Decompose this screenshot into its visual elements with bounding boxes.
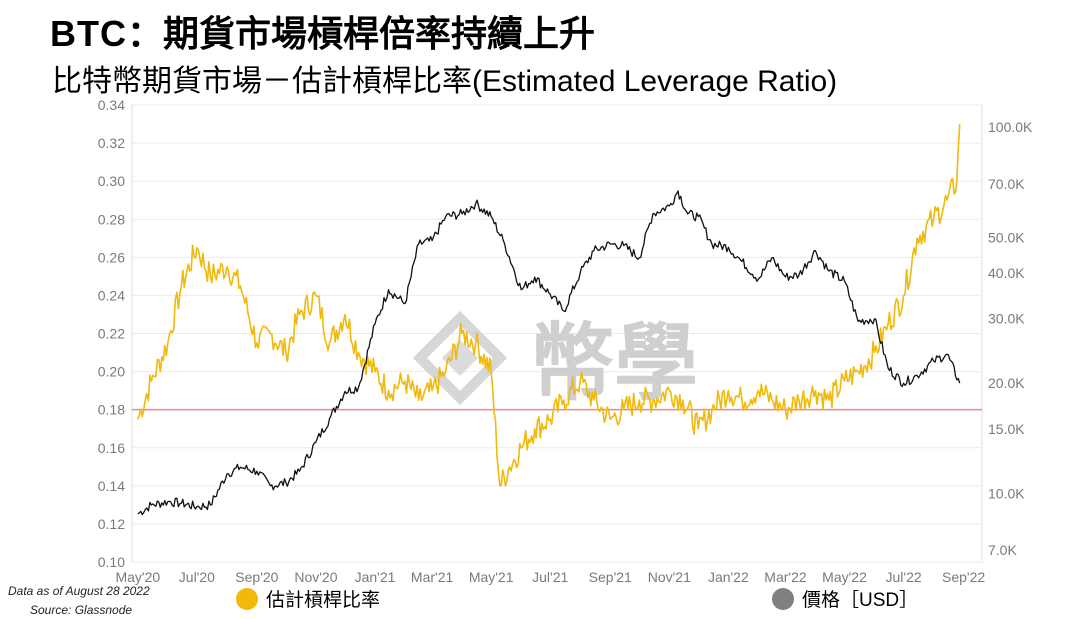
watermark-logo (412, 310, 508, 406)
x-tick-label: Jul'20 (179, 569, 215, 585)
price-series-line (137, 190, 961, 516)
y-right-tick-label: 10.0K (988, 485, 1025, 501)
x-tick-label: Sep'21 (589, 569, 632, 585)
watermark: 幣學 (412, 310, 698, 412)
legend-price-marker (772, 587, 794, 610)
y-right-tick-label: 15.0K (988, 421, 1025, 437)
y-right-tick-label: 70.0K (988, 176, 1025, 192)
y-left-tick-label: 0.32 (98, 135, 125, 151)
x-tick-label: Nov'21 (648, 569, 691, 585)
x-tick-label: Jan'22 (708, 569, 749, 585)
x-tick-label: May'22 (822, 569, 867, 585)
x-tick-label: Mar'21 (411, 569, 454, 585)
chart-subtitle: 比特幣期貨市場－估計槓桿比率(Estimated Leverage Ratio) (52, 65, 838, 98)
y-right-tick-label: 7.0K (988, 542, 1017, 558)
legend-price: 價格［USD］ (772, 585, 918, 612)
chart-title: BTC：期貨市場槓桿倍率持續上升 (50, 12, 595, 56)
y-left-tick-label: 0.24 (98, 287, 125, 303)
x-tick-label: Jan'21 (355, 569, 396, 585)
y-right-tick-label: 30.0K (988, 311, 1025, 327)
title-text: ：期貨市場槓桿倍率持續上升 (127, 13, 596, 54)
y-left-tick-label: 0.10 (98, 554, 125, 570)
legend-price-label: 價格［USD］ (802, 590, 919, 611)
x-tick-label: Jul'21 (532, 569, 568, 585)
y-left-tick-label: 0.12 (98, 516, 125, 532)
y-left-tick-label: 0.22 (98, 326, 125, 342)
watermark-text: 幣學 (530, 314, 698, 412)
x-tick-label: Nov'20 (294, 569, 337, 585)
axes: 0.10 0.12 0.14 0.16 0.18 0.20 0.22 0.24 0.26 0.28… (98, 97, 1033, 585)
y-left-tick-label: 0.30 (98, 173, 125, 189)
data-date-note: Data as of August 28 2022 (8, 584, 150, 598)
y-left-tick-label: 0.16 (98, 440, 125, 456)
y-left-tick-label: 0.28 (98, 211, 125, 227)
legend-leverage-label: 估計槓桿比率 (266, 590, 381, 611)
legend-leverage-marker (236, 587, 258, 610)
y-right-tick-label: 20.0K (988, 375, 1025, 391)
grid (131, 104, 983, 563)
y-left-tick-label: 0.26 (98, 249, 125, 265)
y-right-tick-label: 100.0K (988, 119, 1033, 135)
y-left-tick-label: 0.34 (98, 97, 125, 113)
x-tick-label: Sep'22 (942, 569, 985, 585)
y-left-tick-label: 0.14 (98, 478, 125, 494)
series-layer (137, 123, 961, 516)
y-right-tick-label: 50.0K (988, 229, 1025, 245)
leverage-series-line (137, 123, 961, 487)
x-tick-label: May'21 (469, 569, 514, 585)
source-note: Source: Glassnode (30, 603, 133, 617)
y-left-tick-label: 0.20 (98, 364, 125, 380)
x-tick-label: Sep'20 (235, 569, 278, 585)
title-ticker: BTC (50, 13, 127, 54)
legend-leverage: 估計槓桿比率 (236, 585, 380, 612)
x-tick-label: Jul'22 (886, 569, 922, 585)
y-right-tick-label: 40.0K (988, 265, 1025, 281)
y-left-tick-label: 0.18 (98, 402, 125, 418)
x-tick-label: May'20 (115, 569, 160, 585)
x-tick-label: Mar'22 (764, 569, 807, 585)
